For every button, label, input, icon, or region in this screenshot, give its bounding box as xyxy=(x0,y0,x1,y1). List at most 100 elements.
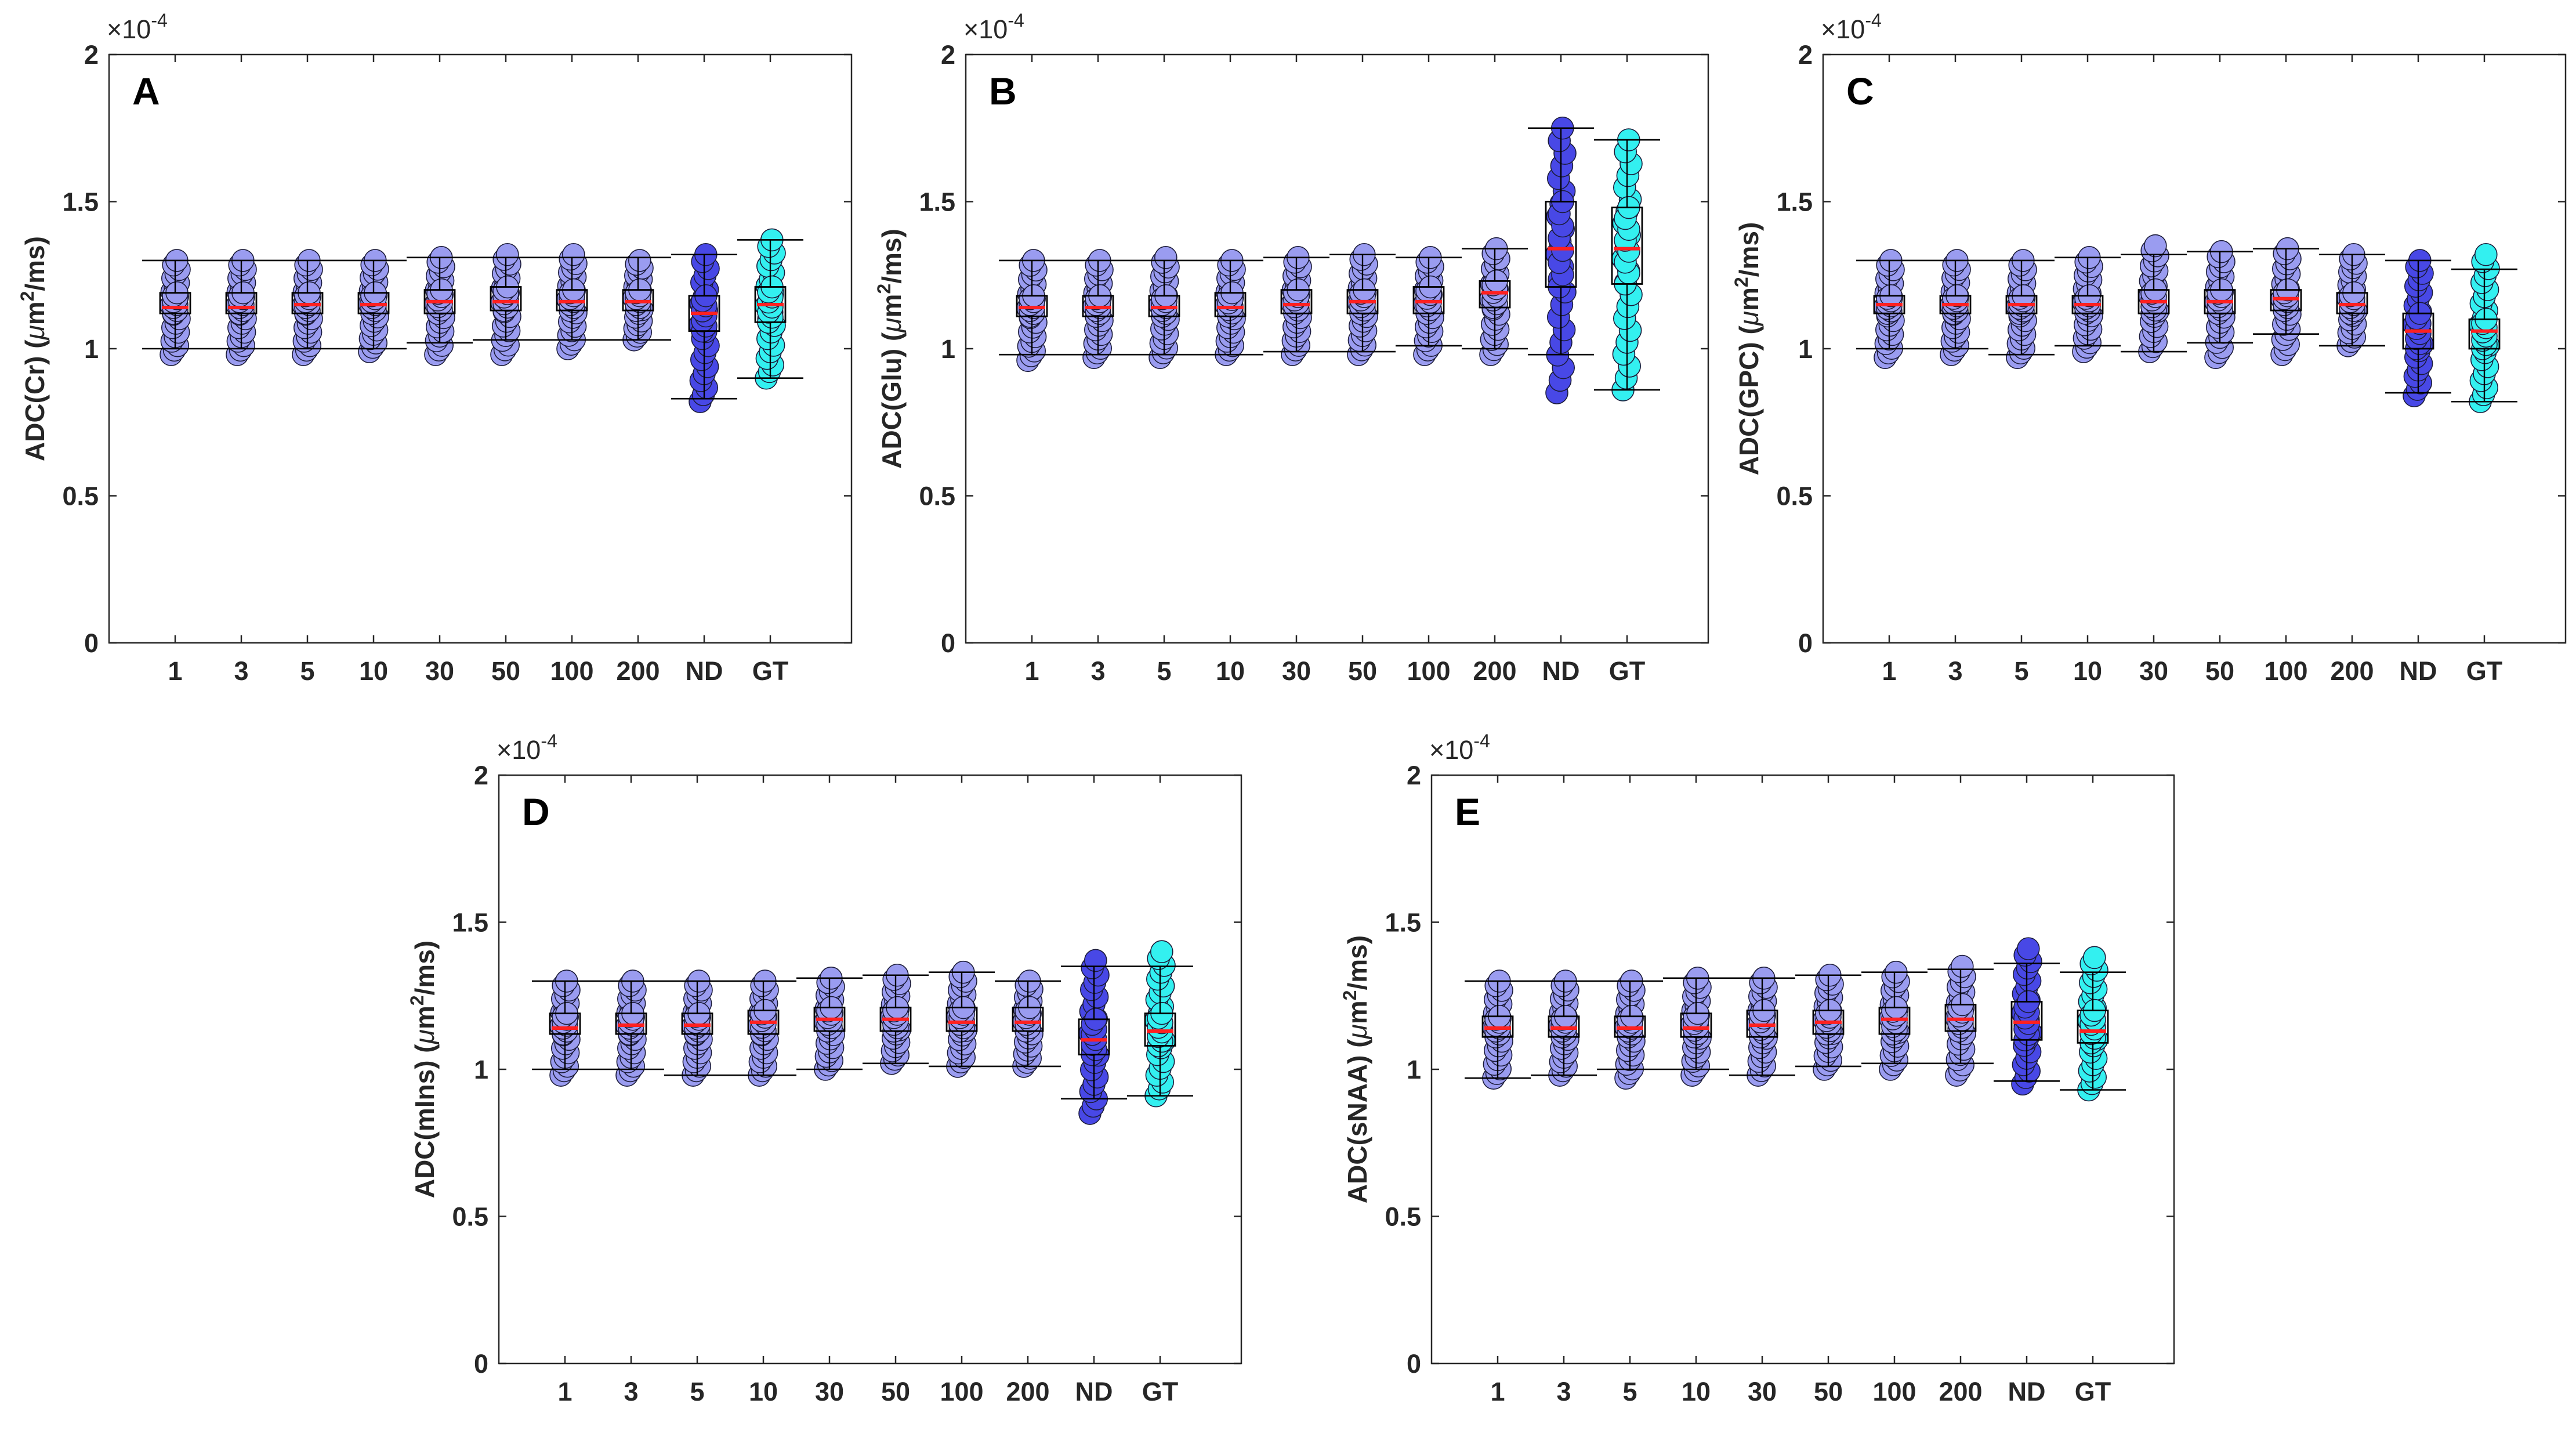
axis-exponent: ×10-4 xyxy=(1821,10,1882,44)
y-axis-label: ADC(Glu) (μm2/ms) xyxy=(874,229,907,469)
y-axis-label: ADC(mIns) (μm2/ms) xyxy=(407,941,440,1198)
x-tick-label: 30 xyxy=(425,656,454,686)
x-tick-label: 50 xyxy=(881,1377,910,1406)
box-iqr xyxy=(1746,1010,1778,1038)
y-tick-label: 0 xyxy=(1407,1349,1421,1379)
exponent-power: -4 xyxy=(151,10,167,31)
x-tick-label: 50 xyxy=(491,656,520,686)
box-50 xyxy=(1329,243,1396,366)
axis-exponent: ×10-4 xyxy=(497,730,557,765)
panel-c: 0 0.5 1 1.5 2 ×10-4 1 3 5 10 30 50 100 200 ND GT C ADC(GP… xyxy=(1731,10,2567,686)
box-iqr xyxy=(1873,295,1905,314)
box-GT xyxy=(1127,940,1193,1108)
box-iqr xyxy=(1148,295,1180,317)
panel-e: 0 0.5 1 1.5 2 ×10-4 1 3 5 10 30 50 100 200 ND GT E ADC(sN… xyxy=(1339,730,2175,1406)
y-tick-label: 1 xyxy=(1798,334,1813,364)
x-tick-label: ND xyxy=(1542,656,1580,686)
exponent-power: -4 xyxy=(1008,10,1024,31)
box-5 xyxy=(274,249,340,366)
y-label-unit: m xyxy=(1734,287,1764,311)
x-tick-label: 3 xyxy=(624,1377,638,1406)
box-ND xyxy=(1994,937,2060,1096)
box-100 xyxy=(2253,237,2319,366)
box-200 xyxy=(2319,243,2385,357)
box-5 xyxy=(1597,970,1663,1090)
box-iqr xyxy=(1939,295,1972,314)
x-tick-label: 30 xyxy=(1748,1377,1777,1406)
y-tick-label: 1 xyxy=(1407,1055,1421,1084)
box-3 xyxy=(208,249,274,366)
box-iqr xyxy=(754,286,787,323)
panel-d: 0 0.5 1 1.5 2 ×10-4 1 3 5 10 30 50 100 200 ND GT D ADC(mI… xyxy=(407,730,1242,1406)
y-label-prefix: ADC(sNAA) ( xyxy=(1342,1039,1372,1203)
y-label-suffix: /ms) xyxy=(20,236,50,291)
box-5 xyxy=(1131,246,1197,370)
box-iqr xyxy=(1144,1012,1176,1047)
box-10 xyxy=(2055,246,2121,363)
box-iqr xyxy=(1214,292,1247,317)
box-iqr xyxy=(688,295,720,332)
box-iqr xyxy=(1944,1004,1977,1032)
box-iqr xyxy=(1680,1012,1712,1038)
y-label-prefix: ADC(Cr) ( xyxy=(20,339,50,461)
y-tick-label: 1.5 xyxy=(1385,908,1421,938)
y-label-mu: μ xyxy=(876,318,907,333)
box-50 xyxy=(2187,240,2253,370)
box-GT xyxy=(2451,243,2517,414)
x-tick-label: 10 xyxy=(1682,1377,1711,1406)
box-100 xyxy=(929,960,995,1078)
box-50 xyxy=(473,243,539,366)
data-point xyxy=(2144,234,2167,258)
axes-frame xyxy=(1430,774,2175,1365)
box-5 xyxy=(664,970,730,1087)
box-30 xyxy=(1729,967,1795,1087)
y-label-unit: m xyxy=(876,294,907,318)
y-tick-label: 2 xyxy=(1798,40,1813,70)
x-tick-label: 1 xyxy=(1490,1377,1505,1406)
exponent-base: ×10 xyxy=(1821,15,1865,44)
x-tick-label: ND xyxy=(2400,656,2437,686)
x-tick-label: 200 xyxy=(1939,1377,1982,1406)
y-tick-label: 2 xyxy=(1407,761,1421,790)
x-tick-label: 10 xyxy=(359,656,388,686)
y-tick-label: 1.5 xyxy=(919,187,955,217)
panel-letter: D xyxy=(522,790,550,833)
box-iqr xyxy=(549,1012,581,1035)
x-tick-label: 1 xyxy=(1024,656,1039,686)
y-axis-label: ADC(Cr) (μm2/ms) xyxy=(17,236,50,461)
y-label-mu: μ xyxy=(1734,311,1764,326)
x-tick-label: 30 xyxy=(1282,656,1311,686)
x-tick-label: 10 xyxy=(749,1377,778,1406)
box-10 xyxy=(1197,249,1263,366)
y-tick-label: 0.5 xyxy=(1385,1202,1421,1232)
x-tick-label: 50 xyxy=(2205,656,2234,686)
box-100 xyxy=(1861,960,1928,1081)
y-tick-label: 0 xyxy=(1798,628,1813,658)
y-tick-label: 2 xyxy=(84,40,99,70)
box-1 xyxy=(1465,970,1531,1090)
y-label-mu: μ xyxy=(410,1029,440,1044)
x-tick-label: 100 xyxy=(2264,656,2307,686)
y-label-unit: m xyxy=(1342,1000,1372,1024)
box-3 xyxy=(1065,249,1131,370)
box-100 xyxy=(1396,246,1462,366)
box-iqr xyxy=(291,292,324,314)
y-tick-label: 0 xyxy=(941,628,955,658)
box-iqr xyxy=(556,289,588,312)
y-label-mu: μ xyxy=(1342,1024,1372,1039)
box-iqr xyxy=(2005,295,2038,314)
x-tick-label: 5 xyxy=(690,1377,704,1406)
x-tick-label: GT xyxy=(2466,656,2503,686)
box-iqr xyxy=(225,292,258,314)
box-10 xyxy=(340,249,407,363)
y-label-unit: m xyxy=(20,301,50,325)
axes-frame xyxy=(965,53,1709,644)
box-iqr xyxy=(2077,1010,2109,1044)
box-5 xyxy=(1988,249,2055,370)
x-tick-label: 30 xyxy=(2139,656,2168,686)
panel-letter: A xyxy=(132,70,160,113)
box-iqr xyxy=(945,1007,978,1032)
y-tick-label: 2 xyxy=(941,40,955,70)
exponent-base: ×10 xyxy=(497,735,541,765)
x-tick-label: 200 xyxy=(616,656,660,686)
